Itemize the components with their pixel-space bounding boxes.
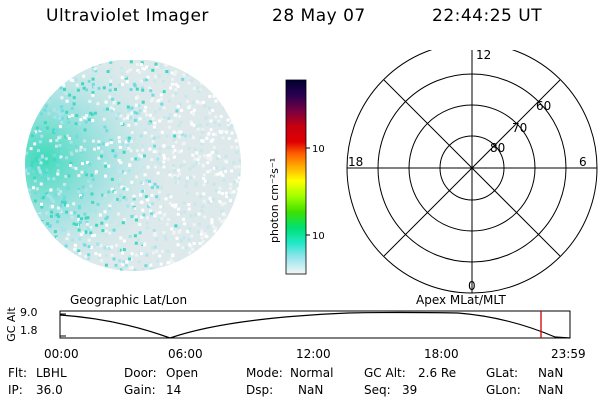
uv-image [25,60,241,271]
x-tick-2359: 23:59 [551,347,586,361]
instrument-title: Ultraviolet Imager [46,6,209,26]
altitude-plot [59,310,571,339]
seq-label: Seq: [364,383,391,397]
gain-label: Gain: [124,383,156,397]
mlt-label-18: 18 [348,155,363,169]
dsp-value: NaN [298,383,324,397]
lat-label-80: 80 [490,141,505,155]
flt-label: Flt: [8,366,27,380]
mlt-label-0: 0 [468,279,476,293]
colorbar-tick-100: 100 [312,144,324,155]
dsp-label: Dsp: [246,383,274,397]
y-tick-9: 9.0 [20,306,38,319]
flt-value: LBHL [36,366,67,380]
x-tick-1200: 12:00 [296,347,331,361]
y-tick-1-8: 1.8 [20,324,38,337]
gc-alt-axis-label: GC Alt [4,307,18,342]
gc-alt-label: GC Alt: [364,366,406,380]
mode-value: Normal [290,366,334,380]
lat-label-70: 70 [512,121,527,135]
x-tick-0000: 00:00 [44,347,79,361]
colorbar: 100 10 photon cm⁻²s⁻¹ [268,79,324,275]
date-label: 28 May 07 [272,6,366,26]
gc-alt-value: 2.6 Re [418,366,457,380]
glat-value: NaN [538,366,564,380]
seq-value: 39 [402,383,418,397]
x-tick-1800: 18:00 [424,347,459,361]
colorbar-tick-10: 10 [312,231,324,242]
glat-label: GLat: [486,366,519,380]
door-value: Open [166,366,199,380]
ip-label: IP: [8,383,23,397]
x-tick-0600: 06:00 [168,347,203,361]
geographic-caption: Geographic Lat/Lon [70,293,188,307]
lat-label-60: 60 [536,99,551,113]
glon-value: NaN [538,383,564,397]
apex-caption: Apex MLat/MLT [416,293,506,307]
mlt-label-6: 6 [579,155,587,169]
mlt-label-12: 12 [476,50,491,62]
time-label: 22:44:25 UT [432,6,543,26]
glon-label: GLon: [486,383,521,397]
polar-plot: 12 18 6 0 60 70 80 [346,50,598,294]
ip-value: 36.0 [36,383,63,397]
gain-value: 14 [166,383,182,397]
mode-label: Mode: [246,366,283,380]
door-label: Door: [124,366,157,380]
colorbar-label: photon cm⁻²s⁻¹ [268,158,281,243]
